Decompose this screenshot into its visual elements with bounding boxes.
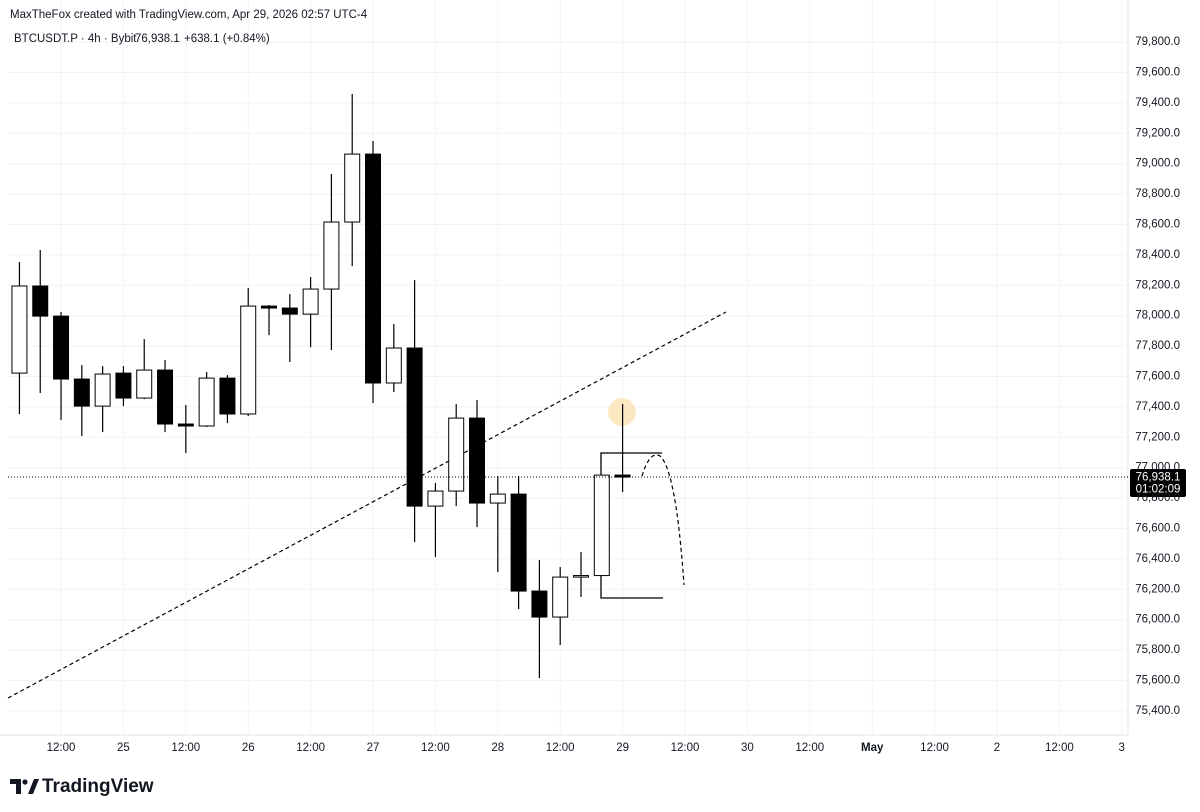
y-tick-label: 76,600.0 [1135,522,1180,534]
candle-body [240,305,257,415]
header-title: MaxTheFox created with TradingView.com, … [10,9,368,21]
y-tick-label: 77,000.0 [1135,462,1180,474]
candle-body [510,493,527,592]
y-tick-label: 79,600.0 [1135,66,1180,78]
x-tick-label: 12:00 [671,742,700,754]
y-tick-label: 76,200.0 [1135,583,1180,595]
y-tick-label: 75,400.0 [1135,705,1180,717]
brand-logo: TradingView [10,776,154,797]
y-tick-label: 79,000.0 [1135,158,1180,170]
trend-line [7,311,727,699]
last-price: 76,938.101:02:09 [8,469,1186,498]
candle-body [489,493,506,504]
x-tick-label: 12:00 [795,742,824,754]
grid [8,0,1128,735]
candle-body [302,288,319,315]
y-tick-label: 78,400.0 [1135,249,1180,261]
countdown-label: 01:02:09 [1136,484,1181,496]
y-tick-label: 78,800.0 [1135,188,1180,200]
x-tick-label: 28 [491,742,504,754]
x-tick-label: 26 [242,742,255,754]
y-tick-label: 75,600.0 [1135,674,1180,686]
candle-body [573,575,589,578]
last-price-label: 76,938.1 [1136,472,1181,484]
y-tick-label: 77,200.0 [1135,431,1180,443]
candle-body [157,369,174,425]
candle-body [32,285,49,317]
candle-body [177,423,194,427]
x-tick-label: 12:00 [47,742,76,754]
candle-body [344,153,361,223]
candle-body [469,417,485,504]
x-tick-label: 12:00 [1045,742,1074,754]
candle-body [427,490,444,507]
header-price: 76,938.1 [135,33,180,45]
y-tick-label: 77,600.0 [1135,370,1180,382]
x-tick-label: 30 [741,742,754,754]
candle-body [219,377,236,415]
candle-body [531,590,548,618]
candles [11,94,631,679]
x-tick-label: 27 [367,742,380,754]
candle-body [593,474,610,577]
x-tick-label: 29 [616,742,629,754]
y-tick-label: 78,600.0 [1135,218,1180,230]
candle-body [53,315,70,380]
candle-body [552,576,569,618]
y-tick-label: 79,200.0 [1135,127,1180,139]
candle-body [385,347,402,384]
y-tick-label: 76,000.0 [1135,614,1180,626]
candle-body [406,347,423,507]
projection-curve [641,454,685,586]
x-tick-label: 12:00 [546,742,575,754]
y-tick-label: 79,400.0 [1135,97,1180,109]
candle-body [281,307,298,315]
x-tick-label: 25 [117,742,130,754]
y-tick-label: 76,800.0 [1135,492,1180,504]
candle-body [323,221,340,290]
y-tick-label: 79,800.0 [1135,36,1180,48]
x-tick-label: 2 [994,742,1000,754]
candle-body [198,377,215,427]
last-price-box [1130,469,1186,498]
y-tick-label: 78,200.0 [1135,279,1180,291]
x-tick-label: 3 [1119,742,1125,754]
candle-body [136,369,153,399]
header-change: +638.1 (+0.84%) [184,33,270,45]
candle-body [73,378,90,407]
x-tick-label: May [861,742,884,754]
y-tick-label: 77,400.0 [1135,401,1180,413]
range-box [600,452,663,599]
candle-body [94,373,111,407]
x-tick-label: 12:00 [920,742,949,754]
brand-name: TradingView [42,776,154,797]
y-tick-label: 76,400.0 [1135,553,1180,565]
candle-body [448,417,465,492]
y-tick-label: 77,800.0 [1135,340,1180,352]
candle-body [614,474,631,478]
x-tick-label: 12:00 [421,742,450,754]
y-tick-label: 75,800.0 [1135,644,1180,656]
x-tick-label: 12:00 [171,742,200,754]
candle-body [115,372,132,399]
x-tick-label: 12:00 [296,742,325,754]
candle-body [11,285,28,374]
candle-body [261,305,278,309]
candle-body [365,153,382,384]
y-tick-label: 78,000.0 [1135,310,1180,322]
symbol-info: BTCUSDT.P · 4h · Bybit [14,33,137,45]
